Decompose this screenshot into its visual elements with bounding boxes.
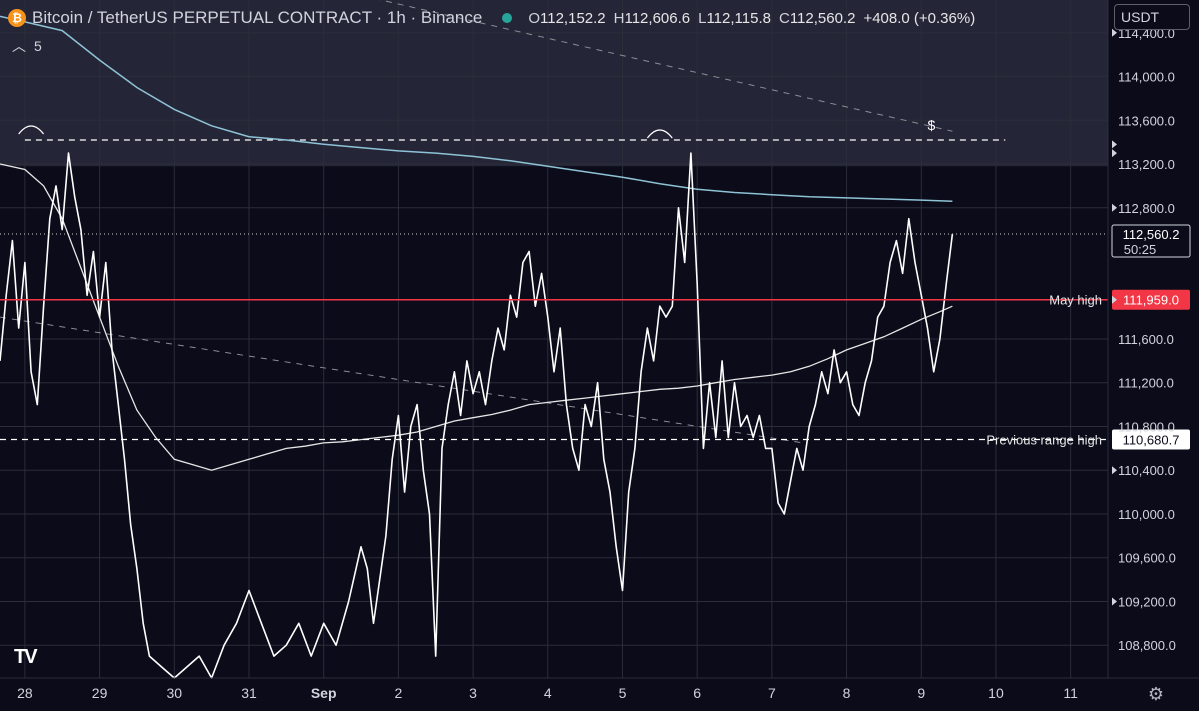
x-tick-label: 11 [1063,685,1078,701]
level-price-tag [1112,429,1190,450]
low-value: 112,115.8 [706,9,771,27]
gear-icon[interactable]: ⚙ [1147,684,1165,704]
y-tick-label: 109,200.0 [1118,594,1176,609]
x-tick-label: 9 [917,685,925,701]
indicator-count: 5 [34,38,42,54]
axis-marker-icon [1112,140,1117,149]
y-tick-label: 114,000.0 [1118,70,1175,85]
last-price-label: 112,560.2 [1123,227,1180,242]
market-status-dot [502,13,513,23]
y-tick-label: 111,600.0 [1118,332,1174,347]
open-value: 112,152.2 [540,9,606,27]
dollar-marker: $ [927,117,935,133]
y-tick-label: 113,600.0 [1118,113,1175,128]
close-label: C [778,9,790,27]
x-tick-label: Sep [311,685,337,701]
low-label: L [698,9,707,27]
x-tick-label: 2 [394,685,402,701]
axis-marker-icon [1112,597,1117,606]
level-price-label: 110,680.7 [1123,433,1180,448]
trend-line-lower [0,316,804,444]
x-tick-label: 28 [17,685,33,701]
price-series [0,152,954,679]
x-tick-label: 10 [988,685,1004,701]
indicator-legend-toggle[interactable]: ︿ 5 [12,36,42,56]
x-tick-label: 4 [544,685,552,701]
moving-average-fast [0,163,953,471]
shaded-resistance-zone [0,0,1108,167]
chart-header: ₿ Bitcoin / TetherUS PERPETUAL CONTRACT … [8,6,975,30]
ohlc-values: O112,152.2 H112,606.6 L112,115.8 C112,56… [528,10,975,27]
tradingview-logo: TV [14,646,38,668]
y-tick-label: 110,400.0 [1118,463,1175,478]
chevron-up-icon[interactable]: ︿ [12,38,26,54]
open-label: O [528,9,541,27]
level-price-tag [1112,289,1190,310]
level-label: May high [1049,293,1102,308]
x-tick-label: 8 [843,685,851,701]
axis-marker-icon [1112,149,1117,158]
axis-marker-icon [1112,28,1117,37]
last-price-tag [1111,224,1191,258]
axis-marker-icon [1112,295,1117,304]
y-tick-label: 111,200.0 [1118,376,1174,391]
symbol-title[interactable]: Bitcoin / TetherUS PERPETUAL CONTRACT · … [32,8,483,27]
y-tick-label: 110,000.0 [1118,507,1175,522]
top-marker-arc [646,129,673,139]
axis-marker-icon [1112,466,1117,475]
high-label: H [613,9,625,27]
level-price-label: 111,959.0 [1123,293,1179,308]
x-tick-label: 5 [619,685,627,701]
x-tick-label: 7 [768,685,776,701]
level-label: Previous range high [986,433,1102,448]
bitcoin-icon: ₿ [8,9,26,27]
currency-select[interactable]: USDT [1114,4,1190,30]
axis-marker-icon [1112,203,1117,212]
y-tick-label: 113,200.0 [1118,157,1175,172]
x-tick-label: 6 [693,685,701,701]
x-tick-label: 3 [469,685,477,701]
change-value: +408.0 (+0.36%) [863,9,976,27]
y-tick-label: 112,800.0 [1118,201,1175,216]
moving-average-slow [0,15,953,202]
high-value: 112,606.6 [624,9,691,27]
y-tick-label: 110,800.0 [1118,419,1175,434]
y-tick-label: 109,600.0 [1118,551,1176,566]
bar-countdown: 50:25 [1124,242,1157,257]
top-marker-arc [18,125,45,135]
close-value: 112,560.2 [789,9,856,27]
x-tick-label: 29 [92,685,108,701]
x-tick-label: 31 [241,685,257,701]
x-tick-label: 30 [167,685,183,701]
y-tick-label: 108,800.0 [1118,638,1176,653]
